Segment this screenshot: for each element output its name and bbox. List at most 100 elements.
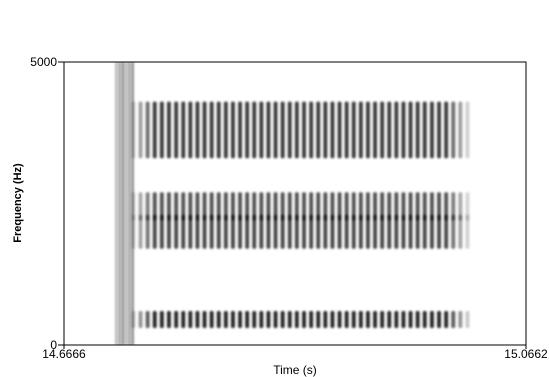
pulse-f3 bbox=[159, 192, 164, 221]
pulse-f4 bbox=[223, 101, 228, 159]
plot-frame bbox=[63, 61, 527, 346]
pulse-f3 bbox=[223, 192, 228, 221]
pulse-f1 bbox=[394, 311, 399, 328]
pulse-f4 bbox=[231, 101, 235, 159]
pulse-f2 bbox=[408, 214, 413, 249]
pulse-f2 bbox=[358, 214, 363, 249]
pulse-f3 bbox=[408, 192, 413, 221]
pulse-f4 bbox=[437, 101, 441, 159]
pulse-f2 bbox=[422, 214, 427, 249]
pulse-f3 bbox=[358, 192, 363, 221]
pulse-f3 bbox=[451, 192, 456, 221]
pulse-f4 bbox=[273, 101, 278, 159]
pulse-f3 bbox=[245, 192, 250, 221]
pulse-f2 bbox=[430, 214, 434, 249]
pulse-f1 bbox=[280, 311, 285, 328]
pulse-f2 bbox=[209, 214, 214, 249]
pulse-f1 bbox=[415, 311, 420, 328]
pulse-f2 bbox=[202, 214, 207, 249]
pulse-f1 bbox=[380, 311, 385, 328]
pulse-f1 bbox=[323, 311, 328, 328]
pulse-f4 bbox=[252, 101, 257, 159]
pulse-f3 bbox=[323, 192, 328, 221]
pulse-f3 bbox=[209, 192, 214, 221]
pulse-f2 bbox=[266, 214, 271, 249]
pulse-f4 bbox=[174, 101, 179, 159]
pulse-f2 bbox=[316, 214, 321, 249]
pulse-f3 bbox=[231, 192, 235, 221]
pulse-f3 bbox=[394, 192, 399, 221]
pulse-f2 bbox=[330, 214, 335, 249]
pulse-f4 bbox=[387, 101, 392, 159]
burst-striation bbox=[118, 62, 121, 345]
pulse-f3 bbox=[287, 192, 292, 221]
pulse-f4 bbox=[209, 101, 214, 159]
pulse-f1 bbox=[273, 311, 278, 328]
pulse-f2 bbox=[387, 214, 392, 249]
pulse-f1 bbox=[387, 311, 392, 328]
pulse-f2 bbox=[415, 214, 420, 249]
pulse-f4 bbox=[358, 101, 363, 159]
y-tick-label-top: 5000 bbox=[30, 55, 57, 69]
pulse-f1 bbox=[316, 311, 321, 328]
x-tick-label-right: 15.0662 bbox=[504, 347, 548, 361]
pulse-f3 bbox=[387, 192, 392, 221]
pulse-f2 bbox=[373, 214, 377, 249]
pulse-f2 bbox=[280, 214, 285, 249]
pulse-f1 bbox=[131, 311, 136, 328]
pulse-f1 bbox=[373, 311, 377, 328]
pulse-f4 bbox=[422, 101, 427, 159]
pulse-f3 bbox=[145, 192, 150, 221]
pulse-f4 bbox=[245, 101, 250, 159]
pulse-f2 bbox=[351, 214, 356, 249]
pulse-f4 bbox=[181, 101, 186, 159]
pulse-f2 bbox=[245, 214, 250, 249]
pulse-f1 bbox=[366, 311, 370, 328]
burst-striation bbox=[128, 62, 131, 345]
pulse-f4 bbox=[167, 101, 171, 159]
pulse-f3 bbox=[259, 192, 264, 221]
pulse-f3 bbox=[238, 192, 242, 221]
pulse-f1 bbox=[174, 311, 179, 328]
pulse-f3 bbox=[202, 192, 207, 221]
pulse-f4 bbox=[294, 101, 299, 159]
pulse-f4 bbox=[394, 101, 399, 159]
pulse-f3 bbox=[380, 192, 385, 221]
pulse-f3 bbox=[266, 192, 271, 221]
pulse-f1 bbox=[430, 311, 434, 328]
pulse-f2 bbox=[223, 214, 228, 249]
pulse-f4 bbox=[259, 101, 264, 159]
pulse-f3 bbox=[401, 192, 406, 221]
pulse-f4 bbox=[344, 101, 349, 159]
pulse-f4 bbox=[309, 101, 314, 159]
pulse-f2 bbox=[259, 214, 264, 249]
pulse-f3 bbox=[316, 192, 321, 221]
pulse-f3 bbox=[415, 192, 420, 221]
pulse-f4 bbox=[408, 101, 413, 159]
pulse-f3 bbox=[422, 192, 427, 221]
pulse-f4 bbox=[458, 101, 463, 159]
pulse-f4 bbox=[195, 101, 200, 159]
pulse-f1 bbox=[181, 311, 186, 328]
pulse-f1 bbox=[437, 311, 441, 328]
pulse-f2 bbox=[174, 214, 179, 249]
pulse-f3 bbox=[152, 192, 157, 221]
pulse-f4 bbox=[380, 101, 385, 159]
y-axis-title: Frequency (Hz) bbox=[12, 163, 24, 243]
pulse-f2 bbox=[337, 214, 342, 249]
pulse-f1 bbox=[266, 311, 271, 328]
pulse-f1 bbox=[238, 311, 242, 328]
pulse-f1 bbox=[302, 311, 306, 328]
pulse-f1 bbox=[358, 311, 363, 328]
pulse-f3 bbox=[430, 192, 434, 221]
pulse-f3 bbox=[351, 192, 356, 221]
pulse-f2 bbox=[195, 214, 200, 249]
pulse-f4 bbox=[238, 101, 242, 159]
pulse-f2 bbox=[273, 214, 278, 249]
x-axis-title: Time (s) bbox=[273, 363, 317, 377]
pulse-f3 bbox=[195, 192, 200, 221]
pulse-f1 bbox=[451, 311, 456, 328]
pulse-f2 bbox=[167, 214, 171, 249]
pulse-f2 bbox=[216, 214, 221, 249]
pulse-f1 bbox=[465, 311, 470, 328]
